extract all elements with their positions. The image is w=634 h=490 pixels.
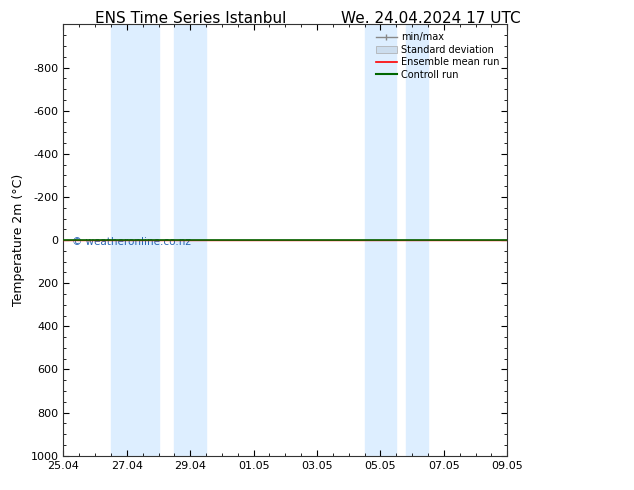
Text: ENS Time Series Istanbul: ENS Time Series Istanbul — [94, 11, 286, 26]
Bar — [111, 24, 158, 456]
Bar — [406, 24, 428, 456]
Text: © weatheronline.co.nz: © weatheronline.co.nz — [72, 237, 191, 247]
Y-axis label: Temperature 2m (°C): Temperature 2m (°C) — [12, 174, 25, 306]
Bar — [365, 24, 396, 456]
Text: We. 24.04.2024 17 UTC: We. 24.04.2024 17 UTC — [341, 11, 521, 26]
Bar — [174, 24, 206, 456]
Legend: min/max, Standard deviation, Ensemble mean run, Controll run: min/max, Standard deviation, Ensemble me… — [373, 29, 502, 82]
